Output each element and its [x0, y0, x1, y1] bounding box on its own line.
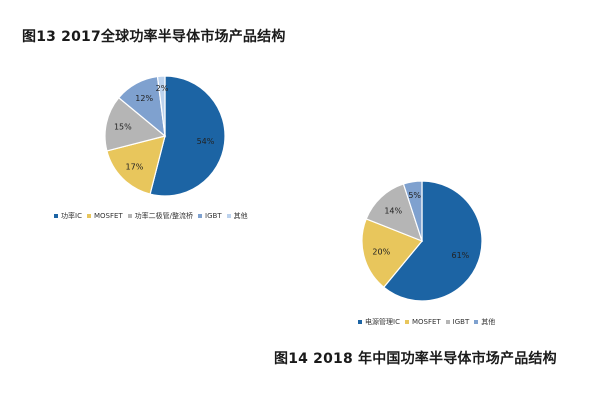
legend-item-global-3: IGBT [198, 212, 222, 220]
pie-label-china-2: 14% [384, 206, 402, 215]
legend-swatch [86, 214, 91, 218]
legend-item-china-2: IGBT [445, 318, 470, 326]
legend-swatch [474, 320, 479, 324]
legend-item-global-4: 其他 [226, 211, 248, 221]
legend-swatch [445, 320, 450, 324]
legend-swatch [404, 320, 409, 324]
legend-item-global-0: 功率IC [54, 211, 82, 221]
legend-item-global-1: MOSFET [86, 212, 123, 220]
legend-label: 电源管理IC [365, 318, 400, 326]
pie-label-china-1: 20% [372, 247, 390, 256]
legend-label: 功率IC [61, 212, 82, 220]
legend-label: MOSFET [93, 212, 123, 220]
legend-label: 其他 [481, 318, 496, 326]
pie-chart-global-2017: 54% 17% 15% 12%2% [104, 75, 226, 197]
legend-label: MOSFET [411, 318, 441, 326]
legend-label: IGBT [205, 212, 222, 220]
legend-swatch [127, 214, 132, 218]
legend-item-china-1: MOSFET [404, 318, 441, 326]
pie-label-china-0: 61% [451, 251, 469, 260]
legend-swatch [226, 214, 231, 218]
pie-slice-china-0 [382, 180, 483, 302]
legend-label: IGBT [452, 318, 470, 326]
legend-label: 功率二极管/整流桥 [134, 212, 194, 220]
figure2-title: 图14 2018 年中国功率半导体市场产品结构 [274, 351, 557, 367]
legend-swatch [54, 214, 58, 218]
pie-label-china-3: 5% [408, 191, 421, 200]
legend-label: 其他 [233, 212, 248, 220]
pie-label-global-1: 17% [126, 163, 144, 172]
legend-global-2017: 功率IC MOSFET 功率二极管/整流桥 IGBT 其他 [54, 211, 253, 221]
pie-slice-global-4 [156, 75, 166, 137]
pie-slice-china-3 [402, 180, 423, 242]
pie-slice-global-0 [149, 75, 226, 197]
pie-slice-global-1 [106, 135, 166, 195]
figure1-title: 图13 2017全球功率半导体市场产品结构 [22, 29, 286, 45]
pie-chart-china-2018: 61% 20% 14% 5% [361, 180, 483, 302]
legend-china-2018: 电源管理IC MOSFET IGBT 其他 [358, 317, 500, 327]
pie-label-global-0: 54% [197, 137, 215, 146]
pie-label-global-4: 2% [156, 84, 169, 93]
pie-label-global-3: 12% [135, 94, 153, 103]
pie-slice-global-2 [104, 96, 167, 152]
legend-item-global-2: 功率二极管/整流桥 [127, 211, 194, 221]
legend-item-china-0: 电源管理IC [358, 317, 400, 327]
legend-item-china-3: 其他 [474, 317, 495, 327]
legend-swatch [198, 214, 203, 218]
pie-slice-china-1 [361, 218, 423, 289]
legend-swatch [358, 320, 362, 324]
pie-label-global-2: 15% [114, 123, 132, 132]
